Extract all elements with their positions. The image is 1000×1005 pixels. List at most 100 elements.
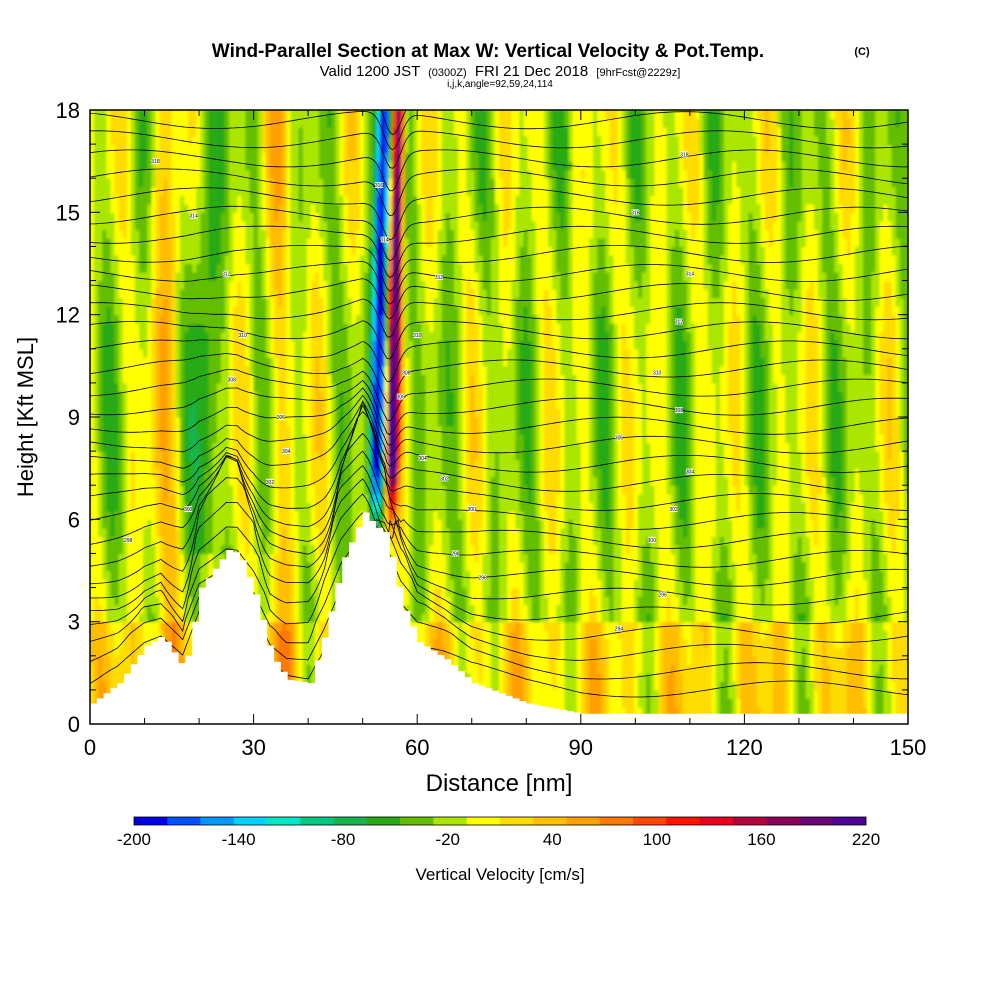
field-cell (298, 212, 304, 222)
field-cell (368, 212, 373, 222)
field-cell (278, 289, 283, 299)
field-cell (364, 348, 369, 358)
field-cell (274, 152, 279, 162)
field-cell (147, 254, 152, 265)
field-cell (204, 459, 210, 469)
field-cell (98, 459, 103, 469)
field-cell (147, 408, 152, 418)
field-cell (216, 186, 222, 196)
field-cell (269, 638, 275, 648)
field-cell (163, 289, 169, 299)
field-cell (323, 229, 328, 239)
field-cell (265, 417, 271, 427)
field-cell (302, 468, 308, 478)
field-cell (90, 502, 95, 512)
field-cell (130, 297, 136, 307)
field-cell (204, 561, 210, 572)
field-cell (319, 647, 324, 657)
field-cell (290, 220, 296, 230)
field-cell (122, 638, 128, 648)
field-cell (331, 263, 336, 273)
field-cell (327, 451, 332, 461)
field-cell (343, 152, 349, 162)
field-cell (110, 169, 116, 179)
field-cell (233, 135, 238, 145)
field-cell (368, 374, 373, 384)
field-cell (118, 476, 124, 486)
field-cell (323, 220, 328, 230)
field-cell (159, 127, 165, 137)
field-cell (106, 417, 112, 427)
field-cell (290, 254, 296, 265)
field-cell (192, 451, 197, 461)
field-cell (261, 561, 267, 572)
field-cell (327, 434, 332, 444)
field-cell (286, 502, 292, 512)
field-cell (184, 246, 189, 256)
field-cell (139, 289, 144, 299)
field-cell (102, 613, 107, 623)
field-cell (171, 553, 177, 563)
field-cell (302, 348, 308, 358)
field-cell (282, 357, 287, 367)
field-cell (290, 570, 296, 580)
field-cell (241, 348, 247, 358)
field-cell (151, 254, 157, 265)
field-cell (110, 493, 116, 503)
field-cell (224, 493, 230, 503)
field-cell (130, 434, 136, 444)
field-cell (196, 263, 202, 273)
field-cell (290, 340, 296, 350)
field-cell (118, 561, 124, 572)
field-cell (339, 263, 345, 273)
field-cell (294, 570, 300, 580)
field-cell (175, 476, 181, 486)
field-cell (134, 246, 140, 256)
field-cell (167, 289, 173, 299)
field-cell (298, 544, 304, 555)
field-cell (188, 323, 193, 333)
field-cell (90, 459, 95, 469)
field-cell (90, 621, 95, 631)
field-cell (306, 664, 312, 674)
field-cell (286, 434, 292, 444)
field-cell (118, 323, 124, 333)
field-cell (347, 254, 353, 265)
field-cell (220, 144, 226, 154)
field-cell (319, 544, 324, 555)
field-cell (233, 127, 238, 137)
field-cell (192, 297, 197, 307)
field-cell (274, 536, 279, 546)
field-cell (257, 323, 263, 333)
field-cell (98, 655, 103, 665)
field-cell (126, 357, 132, 367)
field-cell (331, 331, 336, 341)
field-cell (98, 382, 103, 393)
field-cell (134, 195, 140, 205)
field-cell (126, 186, 132, 196)
field-cell (351, 203, 357, 213)
field-cell (139, 314, 144, 324)
field-cell (122, 519, 128, 529)
field-cell (163, 493, 169, 503)
field-cell (327, 553, 332, 563)
field-cell (204, 280, 210, 290)
field-cell (94, 263, 99, 273)
field-cell (331, 561, 336, 572)
field-cell (98, 621, 103, 631)
field-cell (114, 272, 120, 282)
field-cell (122, 297, 128, 307)
field-cell (184, 263, 189, 273)
field-cell (290, 289, 296, 299)
field-cell (302, 374, 308, 384)
field-cell (167, 527, 173, 537)
field-cell (106, 195, 112, 205)
field-cell (126, 664, 132, 674)
field-cell (306, 289, 312, 299)
field-cell (188, 161, 193, 171)
field-cell (310, 306, 316, 316)
field-cell (347, 331, 353, 341)
field-cell (368, 195, 373, 205)
field-cell (212, 459, 218, 469)
field-cell (163, 417, 169, 427)
